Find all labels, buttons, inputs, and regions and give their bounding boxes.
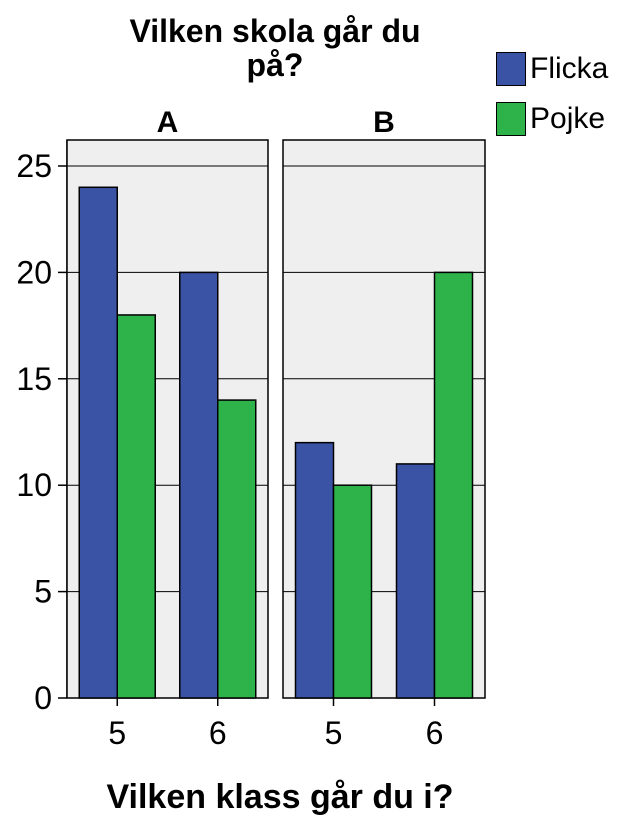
legend-label-flicka: Flicka — [530, 52, 609, 85]
chart-title-line-2: på? — [246, 47, 304, 83]
y-tick-label: 25 — [16, 148, 52, 184]
chart-legend: Flicka Pojke — [496, 44, 608, 144]
x-tick-label: 5 — [108, 715, 126, 751]
y-tick-label: 15 — [16, 361, 52, 397]
bar-pojke-b-5 — [332, 484, 373, 699]
bar-flicka-a-6 — [179, 271, 219, 699]
legend-item-pojke: Pojke — [496, 94, 608, 144]
x-tick-label: 6 — [426, 715, 444, 751]
legend-swatch-flicka — [496, 52, 526, 86]
bar-pojke-a-6 — [217, 399, 257, 699]
x-tick-label: 5 — [325, 715, 343, 751]
panel-label: A — [157, 106, 179, 139]
bar-flicka-a-5 — [78, 186, 118, 699]
y-tick-label: 5 — [34, 574, 52, 610]
y-tick-label: 0 — [34, 680, 52, 716]
legend-item-flicka: Flicka — [496, 44, 608, 94]
bar-flicka-b-5 — [294, 441, 335, 699]
chart-title-line-1: Vilken skola går du — [129, 13, 421, 49]
legend-label-pojke: Pojke — [530, 102, 606, 135]
bar-pojke-b-6 — [433, 271, 474, 699]
y-tick-label: 10 — [16, 467, 52, 503]
legend-swatch-pojke — [496, 102, 526, 136]
x-tick-label: 6 — [209, 715, 227, 751]
bar-pojke-a-5 — [116, 314, 156, 699]
bar-flicka-b-6 — [395, 463, 436, 699]
panel-label: B — [373, 106, 395, 139]
y-tick-label: 20 — [16, 254, 52, 290]
x-axis-title: Vilken klass går du i? — [106, 778, 454, 816]
